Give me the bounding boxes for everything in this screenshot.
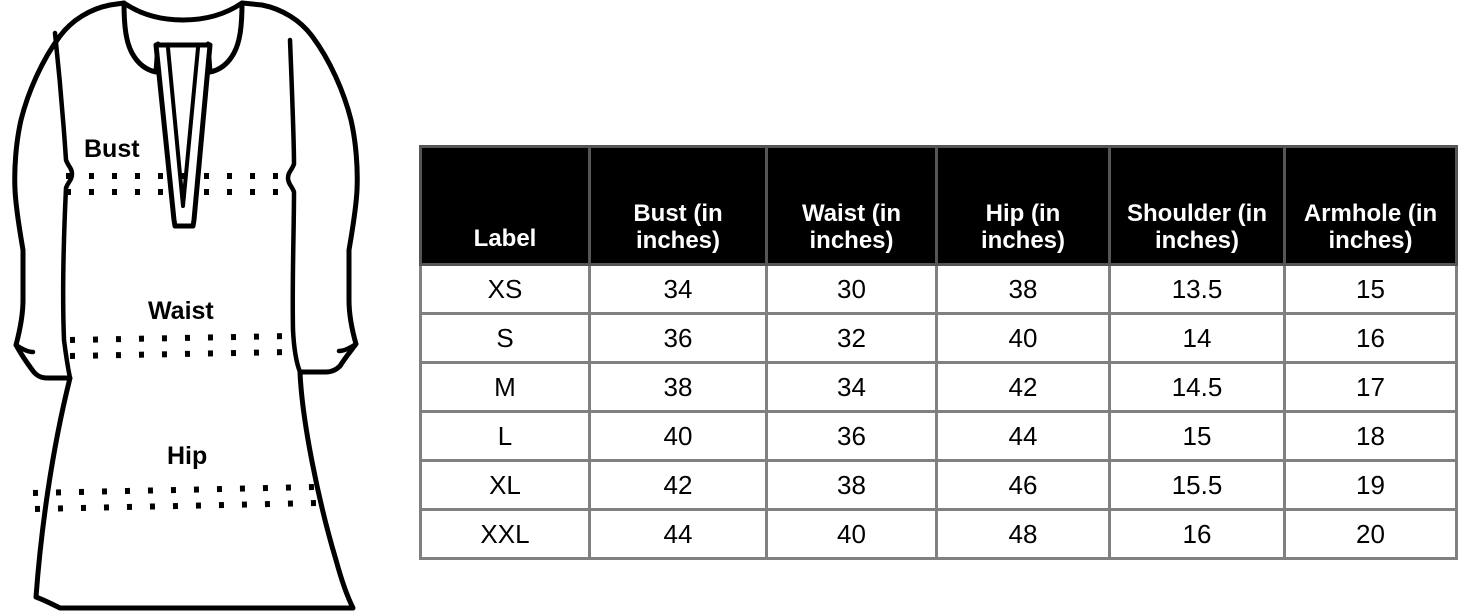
cell-label: M bbox=[419, 361, 591, 413]
cell-shoulder: 14.5 bbox=[1108, 361, 1286, 413]
size-chart-table: Label Bust (in inches) Waist (in inches)… bbox=[419, 145, 1458, 560]
cell-shoulder: 15.5 bbox=[1108, 459, 1286, 511]
cell-hip: 42 bbox=[935, 361, 1111, 413]
cell-bust: 36 bbox=[588, 312, 768, 364]
cell-waist: 34 bbox=[765, 361, 938, 413]
cell-shoulder: 14 bbox=[1108, 312, 1286, 364]
table-header-row: Label Bust (in inches) Waist (in inches)… bbox=[419, 145, 1458, 266]
kurta-outline-svg bbox=[12, 0, 360, 611]
table-row: S 36 32 40 14 16 bbox=[419, 312, 1458, 364]
cell-hip: 44 bbox=[935, 410, 1111, 462]
column-header-armhole: Armhole (in inches) bbox=[1283, 145, 1458, 266]
cell-waist: 38 bbox=[765, 459, 938, 511]
cell-armhole: 20 bbox=[1283, 508, 1458, 560]
cell-label: L bbox=[419, 410, 591, 462]
cell-hip: 40 bbox=[935, 312, 1111, 364]
cell-bust: 34 bbox=[588, 263, 768, 315]
cell-bust: 42 bbox=[588, 459, 768, 511]
cell-armhole: 17 bbox=[1283, 361, 1458, 413]
table-row: XXL 44 40 48 16 20 bbox=[419, 508, 1458, 560]
cell-armhole: 19 bbox=[1283, 459, 1458, 511]
cell-shoulder: 16 bbox=[1108, 508, 1286, 560]
bust-measure-label: Bust bbox=[84, 135, 140, 163]
cell-label: XL bbox=[419, 459, 591, 511]
cell-waist: 32 bbox=[765, 312, 938, 364]
column-header-bust: Bust (in inches) bbox=[588, 145, 768, 266]
table-row: XS 34 30 38 13.5 15 bbox=[419, 263, 1458, 315]
cell-waist: 36 bbox=[765, 410, 938, 462]
cell-label: XXL bbox=[419, 508, 591, 560]
cell-waist: 40 bbox=[765, 508, 938, 560]
cell-bust: 44 bbox=[588, 508, 768, 560]
table-body: XS 34 30 38 13.5 15 S 36 32 40 14 16 M bbox=[419, 263, 1458, 560]
column-header-hip: Hip (in inches) bbox=[935, 145, 1111, 266]
cell-bust: 38 bbox=[588, 361, 768, 413]
right-side-seam bbox=[285, 37, 303, 375]
column-header-label: Label bbox=[419, 145, 591, 266]
left-sleeve-cuff bbox=[13, 342, 36, 355]
cell-shoulder: 15 bbox=[1108, 410, 1286, 462]
hip-measure-dotted-line bbox=[32, 484, 318, 512]
column-header-shoulder: Shoulder (in inches) bbox=[1108, 145, 1286, 266]
cell-hip: 46 bbox=[935, 459, 1111, 511]
cell-armhole: 15 bbox=[1283, 263, 1458, 315]
left-side-seam bbox=[52, 30, 75, 381]
table-header: Label Bust (in inches) Waist (in inches)… bbox=[419, 145, 1458, 266]
waist-measure-dotted-line bbox=[69, 333, 293, 359]
cell-bust: 40 bbox=[588, 410, 768, 462]
right-sleeve-cuff bbox=[336, 341, 359, 354]
neckline-band-right bbox=[205, 0, 245, 75]
cell-hip: 48 bbox=[935, 508, 1111, 560]
table-row: XL 42 38 46 15.5 19 bbox=[419, 459, 1458, 511]
cell-label: S bbox=[419, 312, 591, 364]
cell-armhole: 18 bbox=[1283, 410, 1458, 462]
cell-hip: 38 bbox=[935, 263, 1111, 315]
cell-armhole: 16 bbox=[1283, 312, 1458, 364]
table-row: M 38 34 42 14.5 17 bbox=[419, 361, 1458, 413]
table-row: L 40 36 44 15 18 bbox=[419, 410, 1458, 462]
size-chart-table-container: Label Bust (in inches) Waist (in inches)… bbox=[419, 145, 1458, 560]
kurta-body-outline bbox=[12, 0, 360, 611]
hip-measure-label: Hip bbox=[167, 442, 208, 470]
cell-label: XS bbox=[419, 263, 591, 315]
cell-shoulder: 13.5 bbox=[1108, 263, 1286, 315]
column-header-waist: Waist (in inches) bbox=[765, 145, 938, 266]
front-placket bbox=[153, 42, 213, 229]
neckline-band bbox=[121, 0, 161, 75]
bust-measure-dotted-line bbox=[66, 173, 292, 195]
garment-illustration: Bust Waist Hip bbox=[0, 0, 400, 611]
cell-waist: 30 bbox=[765, 263, 938, 315]
waist-measure-label: Waist bbox=[148, 297, 214, 325]
placket-fold-line bbox=[166, 46, 200, 208]
